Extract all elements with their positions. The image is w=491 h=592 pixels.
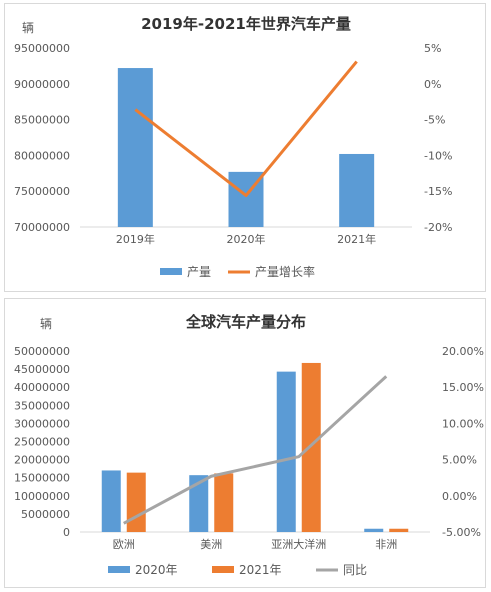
- y2-tick-label: 0.00%: [442, 490, 477, 503]
- bar-产量: [117, 68, 153, 227]
- chart-panel-regional-distribution: 全球汽车产量分布 辆 0 5000000 10000000 15000000 20000…: [4, 298, 486, 588]
- y-tick-label: 10000000: [14, 490, 70, 503]
- bar-2020年: [276, 371, 296, 532]
- bar-2020年: [364, 528, 384, 532]
- y-tick-label: 50000000: [14, 345, 70, 358]
- bar-产量: [339, 153, 375, 227]
- regional-distribution-chart: 全球汽车产量分布 辆 0 5000000 10000000 15000000 20000…: [14, 313, 484, 577]
- chart-title: 全球汽车产量分布: [185, 313, 306, 331]
- y-tick-label: 15000000: [14, 472, 70, 485]
- y2-tick-label: 10.00%: [442, 417, 484, 430]
- legend-swatch-2021年: [212, 566, 234, 573]
- y-tick-label: 95000000: [14, 42, 70, 55]
- y-tick-label: 85000000: [14, 114, 70, 127]
- y2-tick-label: 15.00%: [442, 381, 484, 394]
- x-tick-label: 2020年: [227, 232, 266, 246]
- legend-label: 产量增长率: [255, 264, 315, 279]
- y-tick-label: 0: [63, 526, 70, 539]
- y2-tick-label: -5%: [424, 114, 445, 127]
- chart-title: 2019年-2021年世界汽车产量: [141, 15, 351, 33]
- y-tick-label: 80000000: [14, 149, 70, 162]
- y-axis-unit: 辆: [22, 21, 34, 35]
- y-tick-label: 35000000: [14, 399, 70, 412]
- bar-2020年: [189, 475, 209, 532]
- legend-label: 2020年: [135, 563, 178, 577]
- y2-tick-label: -5.00%: [442, 526, 481, 539]
- y-axis-unit: 辆: [40, 317, 52, 331]
- legend-label: 同比: [343, 563, 367, 577]
- y-tick-label: 25000000: [14, 436, 70, 449]
- x-tick-label: 非洲: [375, 538, 397, 551]
- world-production-chart: 2019年-2021年世界汽车产量 辆 70000000 75000000 8000…: [14, 15, 452, 279]
- legend-label: 2021年: [239, 563, 282, 577]
- y-tick-label: 40000000: [14, 381, 70, 394]
- legend-label: 产量: [187, 265, 211, 279]
- y-tick-label: 90000000: [14, 78, 70, 91]
- x-tick-label: 2021年: [337, 232, 376, 246]
- y2-tick-label: -20%: [424, 221, 452, 234]
- y-tick-label: 70000000: [14, 221, 70, 234]
- bar-2021年: [301, 362, 321, 532]
- x-tick-label: 2019年: [116, 232, 155, 246]
- y2-tick-label: 5%: [424, 42, 441, 55]
- legend-swatch-产量: [160, 268, 182, 275]
- y2-tick-label: -15%: [424, 185, 452, 198]
- bar-2021年: [389, 528, 409, 532]
- bar-2020年: [101, 470, 121, 532]
- x-tick-label: 美洲: [200, 538, 222, 551]
- y2-tick-label: 20.00%: [442, 345, 484, 358]
- y2-tick-label: -10%: [424, 149, 452, 162]
- chart-panel-world-production: 2019年-2021年世界汽车产量 辆 70000000 75000000 8000…: [4, 3, 486, 292]
- y-tick-label: 20000000: [14, 454, 70, 467]
- y-tick-label: 75000000: [14, 185, 70, 198]
- y-tick-label: 5000000: [21, 508, 70, 521]
- y-tick-label: 30000000: [14, 417, 70, 430]
- y2-tick-label: 5.00%: [442, 454, 477, 467]
- x-tick-label: 亚洲大洋洲: [271, 537, 326, 551]
- x-tick-label: 欧洲: [113, 538, 135, 551]
- y-tick-label: 45000000: [14, 363, 70, 376]
- line-同比: [123, 375, 388, 525]
- y2-tick-label: 0%: [424, 78, 441, 91]
- bar-2021年: [214, 473, 234, 532]
- bar-2021年: [126, 472, 146, 532]
- legend-swatch-2020年: [108, 566, 130, 573]
